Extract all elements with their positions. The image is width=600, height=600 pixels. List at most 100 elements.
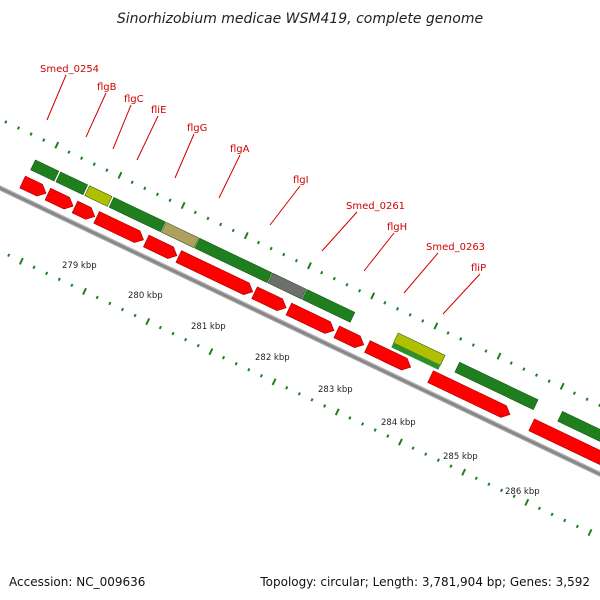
- gene-callouts: [46, 74, 481, 315]
- cds-track: [19, 175, 600, 489]
- gene-label-flgi[interactable]: flgI: [293, 175, 309, 186]
- major-tick: [180, 201, 186, 210]
- minor-tick: [421, 319, 425, 323]
- minor-tick: [585, 397, 589, 402]
- gene-label-flgc[interactable]: flgC: [124, 94, 144, 105]
- kbp-label-281: 281 kbp: [191, 322, 226, 332]
- major-tick: [587, 528, 593, 537]
- minor-tick: [424, 452, 428, 456]
- minor-tick: [171, 331, 175, 336]
- callout-line: [46, 74, 67, 121]
- minor-tick: [92, 162, 96, 166]
- minor-tick: [408, 313, 412, 317]
- gene-label-flgb[interactable]: flgB: [97, 82, 117, 93]
- gene-block: [267, 272, 307, 300]
- minor-tick: [358, 288, 362, 293]
- gene-label-flie[interactable]: fliE: [151, 105, 166, 116]
- minor-tick: [70, 283, 74, 288]
- kbp-label-283: 283 kbp: [318, 385, 353, 395]
- minor-tick: [256, 240, 261, 245]
- minor-tick: [219, 222, 223, 227]
- callout-line: [442, 273, 481, 315]
- inner-tick-track: [7, 253, 593, 537]
- minor-tick: [386, 434, 390, 438]
- kbp-label-282: 282 kbp: [255, 353, 290, 363]
- major-tick: [145, 317, 151, 326]
- minor-tick: [155, 192, 159, 197]
- callout-line: [403, 252, 439, 294]
- minor-tick: [345, 282, 349, 287]
- major-tick: [370, 292, 376, 300]
- cds-arrow: [143, 234, 178, 259]
- minor-tick: [383, 301, 387, 305]
- gene-label-smed-0263[interactable]: Smed_0263: [426, 242, 485, 253]
- cds-arrow: [528, 418, 600, 489]
- major-tick: [307, 262, 312, 270]
- major-tick: [271, 378, 277, 386]
- callout-line: [363, 232, 395, 272]
- cds-arrow: [251, 286, 287, 311]
- gene-block: [108, 197, 166, 233]
- minor-tick: [120, 307, 124, 312]
- cds-arrow: [19, 175, 47, 197]
- minor-tick: [42, 138, 46, 142]
- kbp-label-284: 284 kbp: [381, 418, 416, 428]
- major-tick: [496, 352, 502, 360]
- minor-tick: [537, 506, 541, 511]
- callout-line: [321, 211, 358, 252]
- cds-arrow: [175, 250, 254, 296]
- minor-tick: [499, 488, 504, 493]
- minor-tick: [247, 367, 251, 372]
- callout-line: [112, 104, 132, 150]
- minor-tick: [550, 512, 554, 517]
- gene-label-flip[interactable]: fliP: [471, 263, 486, 274]
- minor-tick: [184, 337, 188, 342]
- cds-arrow: [44, 187, 74, 210]
- callout-line: [85, 92, 107, 138]
- minor-tick: [436, 458, 440, 462]
- minor-tick: [221, 355, 226, 360]
- major-tick: [243, 232, 249, 240]
- major-tick: [82, 287, 87, 295]
- major-tick: [524, 498, 530, 506]
- map-title: Sinorhizobium medicae WSM419, complete g…: [117, 11, 483, 27]
- minor-tick: [231, 228, 235, 233]
- gene-label-smed-0261[interactable]: Smed_0261: [346, 201, 405, 212]
- kbp-label-280: 280 kbp: [128, 291, 163, 301]
- cds-arrow: [333, 325, 365, 348]
- gene-sub-block: [391, 342, 441, 370]
- gene-label-flga[interactable]: flgA: [230, 144, 250, 155]
- outer-tick-track: [4, 120, 600, 408]
- major-tick: [117, 171, 123, 179]
- gene-label-smed-0254[interactable]: Smed_0254: [40, 64, 99, 75]
- minor-tick: [143, 186, 147, 191]
- minor-tick: [80, 156, 84, 160]
- minor-tick: [534, 373, 539, 377]
- cds-arrow: [71, 200, 96, 220]
- minor-tick: [446, 331, 450, 335]
- minor-tick: [206, 216, 210, 221]
- minor-tick: [234, 361, 238, 366]
- minor-tick: [269, 246, 273, 251]
- minor-tick: [294, 258, 298, 263]
- minor-tick: [196, 343, 200, 348]
- minor-tick: [320, 270, 324, 275]
- minor-tick: [193, 210, 197, 215]
- major-tick: [433, 322, 439, 330]
- kbp-label-285: 285 kbp: [443, 452, 478, 462]
- gene-label-flgg[interactable]: flgG: [187, 123, 207, 134]
- minor-tick: [7, 253, 11, 258]
- minor-tick: [168, 198, 172, 203]
- major-tick: [334, 408, 340, 416]
- gene-block: [30, 159, 60, 182]
- minor-tick: [95, 295, 99, 300]
- gene-label-flgh[interactable]: flgH: [387, 222, 407, 233]
- minor-tick: [310, 398, 314, 402]
- cds-arrow: [93, 211, 144, 243]
- major-tick: [208, 348, 214, 356]
- minor-tick: [285, 386, 289, 390]
- callout-line: [218, 154, 241, 199]
- kbp-label-286: 286 kbp: [505, 487, 540, 497]
- major-tick: [18, 257, 24, 265]
